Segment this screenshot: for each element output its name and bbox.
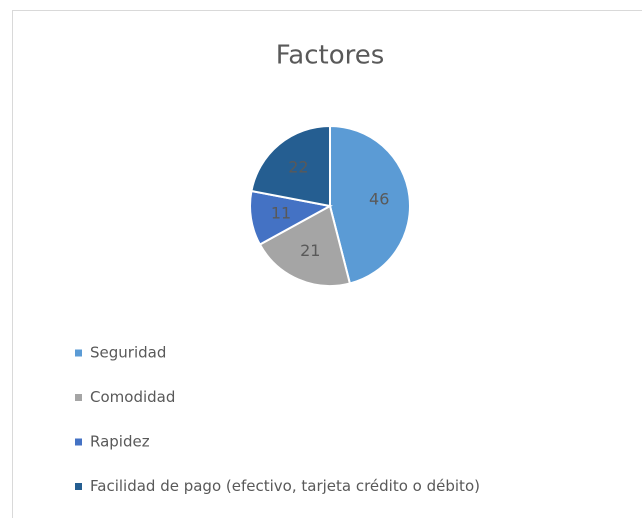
- pie-slice: [329, 124, 411, 285]
- legend-label: Facilidad de pago (efectivo, tarjeta cré…: [90, 477, 480, 495]
- legend-label: Rapidez: [90, 433, 150, 451]
- legend-swatch: [75, 394, 82, 401]
- legend-swatch: [75, 438, 82, 446]
- legend-label: Seguridad: [90, 344, 166, 362]
- legend-swatch: [75, 349, 82, 357]
- pie-slice: [258, 204, 352, 287]
- data-label: 22: [288, 157, 308, 176]
- data-label: 11: [271, 203, 291, 222]
- chart-title: Factores: [276, 41, 385, 71]
- pie-slice: [250, 124, 331, 208]
- legend-label: Comodidad: [90, 388, 175, 406]
- data-label: 21: [300, 241, 320, 260]
- data-label: 46: [369, 189, 389, 208]
- legend-swatch: [75, 483, 82, 490]
